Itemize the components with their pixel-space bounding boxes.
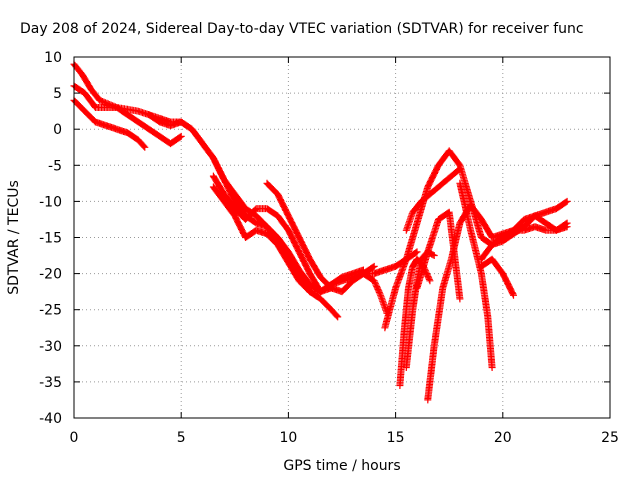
y-tick-label: -10	[39, 194, 62, 210]
y-tick-label: -5	[48, 158, 62, 174]
marker-trail	[477, 255, 517, 299]
series-track-15	[456, 179, 496, 371]
y-tick-label: -20	[39, 267, 62, 283]
series-track-17	[477, 255, 517, 299]
marker-trail	[477, 212, 571, 263]
x-tick-label: 10	[279, 430, 297, 446]
y-tick-label: -15	[39, 231, 62, 247]
series-track-7	[209, 183, 367, 296]
marker-trail	[402, 165, 464, 234]
grid	[74, 57, 610, 418]
marker-trail	[359, 270, 391, 317]
y-tick-label: -35	[39, 375, 62, 391]
marker-trail	[424, 201, 571, 404]
marker-trail	[456, 179, 496, 371]
series-track-14	[424, 201, 571, 404]
x-tick-label: 25	[601, 430, 619, 446]
x-tick-label: 0	[70, 430, 79, 446]
x-tick-label: 20	[494, 430, 512, 446]
y-axis-label: SDTVAR / TECUs	[6, 180, 22, 295]
series-track-16	[477, 212, 571, 263]
y-tick-label: -40	[39, 411, 62, 427]
series-track-8	[359, 270, 391, 317]
y-tick-label: -25	[39, 303, 62, 319]
marker-trail	[209, 183, 367, 296]
x-tick-label: 15	[387, 430, 405, 446]
y-tick-label: 10	[44, 50, 62, 66]
y-tick-label: 0	[53, 122, 62, 138]
series-track-11	[402, 165, 464, 234]
y-tick-label: 5	[53, 86, 62, 102]
x-tick-label: 5	[177, 430, 186, 446]
y-tick-label: -30	[39, 339, 62, 355]
x-axis-label: GPS time / hours	[283, 458, 400, 474]
chart-title: Day 208 of 2024, Sidereal Day-to-day VTE…	[20, 21, 584, 37]
axis-ticks: 0 5 10 15 20 25 10 5 0 -5 -10 -15 -20 -25 -30 -35 -40	[39, 50, 619, 446]
data-points	[70, 60, 571, 404]
